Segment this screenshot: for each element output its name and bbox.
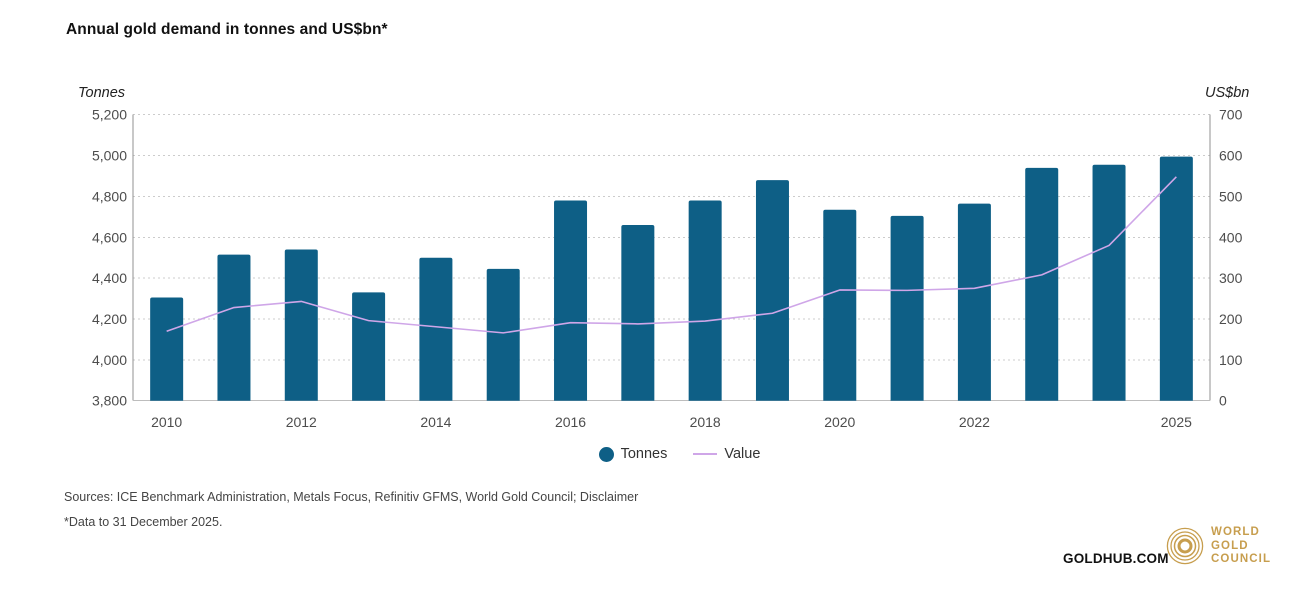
x-axis-tick: 2018	[690, 414, 721, 430]
bar-2011	[217, 254, 251, 401]
left-axis-tick: 4,800	[92, 188, 127, 204]
left-axis-tick: 4,400	[92, 270, 127, 286]
left-axis-tick: 3,800	[92, 393, 127, 409]
x-axis-tick: 2025	[1161, 414, 1192, 430]
bar-2024	[1092, 164, 1126, 401]
x-axis-tick: 2010	[151, 414, 182, 430]
bar-2025	[1159, 156, 1193, 401]
legend: Tonnes Value	[0, 446, 1315, 462]
right-axis-tick: 0	[1219, 393, 1227, 409]
bar-2010	[150, 297, 184, 401]
footnote: *Data to 31 December 2025.	[64, 515, 223, 529]
value-series-marker-icon	[693, 453, 718, 455]
wgc-logo-line: WORLD	[1211, 526, 1260, 538]
chart-title: Annual gold demand in tonnes and US$bn*	[66, 21, 388, 38]
legend-item-tonnes[interactable]: Tonnes	[598, 446, 668, 462]
bar-2013	[352, 292, 386, 401]
wgc-logo-icon	[1166, 527, 1204, 565]
left-axis-tick: 5,200	[92, 107, 127, 123]
right-axis-tick: 400	[1219, 229, 1243, 245]
bar-2022	[957, 203, 991, 401]
left-axis-tick: 4,600	[92, 229, 127, 245]
left-axis-tick: 5,000	[92, 148, 127, 164]
right-axis-tick: 600	[1219, 148, 1243, 164]
bar-2015	[486, 268, 520, 401]
sources-prefix: Sources: ICE Benchmark Administration, M…	[64, 490, 580, 504]
tonnes-series-marker-icon	[598, 446, 614, 462]
wgc-logo-line: GOLD	[1211, 539, 1249, 552]
bar-2020	[823, 209, 857, 401]
x-axis-tick: 2012	[286, 414, 317, 430]
x-axis-tick: 2014	[420, 414, 451, 430]
left-axis-tick: 4,000	[92, 352, 127, 368]
right-axis-tick: 100	[1219, 352, 1243, 368]
bar-2021	[890, 215, 924, 401]
legend-item-value[interactable]: Value	[693, 446, 760, 462]
right-axis-tick: 500	[1219, 188, 1243, 204]
value-line	[166, 176, 1177, 334]
wgc-logo-text: WORLD GOLD COUNCIL	[1211, 526, 1271, 567]
bar-2018	[688, 200, 722, 401]
legend-label-tonnes: Tonnes	[620, 446, 668, 462]
bar-2012	[284, 249, 318, 401]
sources-text: Sources: ICE Benchmark Administration, M…	[64, 490, 638, 504]
bar-2016	[554, 200, 588, 401]
right-axis-tick: 700	[1219, 107, 1243, 123]
left-axis-title: Tonnes	[78, 85, 126, 101]
right-axis-tick: 300	[1219, 270, 1243, 286]
x-axis-tick: 2020	[824, 414, 855, 430]
legend-label-value: Value	[724, 446, 761, 462]
left-axis-tick: 4,200	[92, 311, 127, 327]
x-axis-tick: 2022	[959, 414, 990, 430]
bar-2017	[621, 225, 655, 401]
bar-2019	[755, 180, 789, 401]
x-axis-tick: 2016	[555, 414, 586, 430]
disclaimer-link[interactable]: Disclaimer	[579, 490, 639, 504]
right-axis-tick: 200	[1219, 311, 1243, 327]
right-axis-title: US$bn	[1205, 85, 1250, 101]
bar-2023	[1025, 167, 1059, 401]
bar-2014	[419, 257, 453, 401]
wgc-logo-line: COUNCIL	[1211, 553, 1272, 565]
goldhub-link[interactable]: GOLDHUB.COM	[1063, 551, 1169, 566]
wgc-logo: WORLD GOLD COUNCIL	[1166, 526, 1271, 567]
